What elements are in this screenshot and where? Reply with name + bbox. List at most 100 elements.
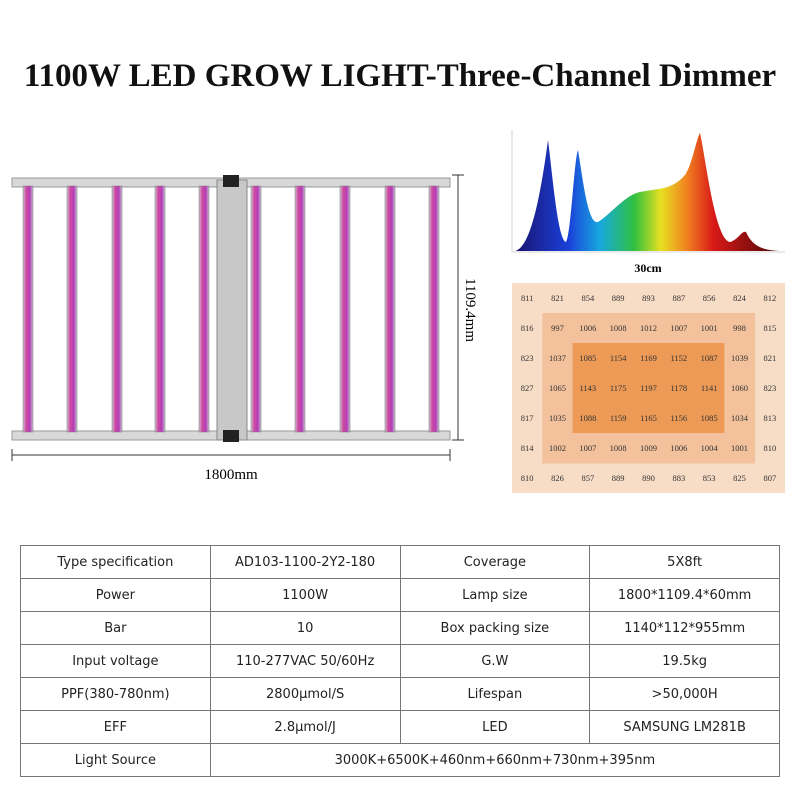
ppfd-cell: [694, 343, 725, 374]
ppfd-value: 1008: [610, 443, 627, 453]
ppfd-cell: [603, 433, 634, 464]
ppfd-value: 1009: [640, 443, 657, 453]
ppfd-cell: [572, 373, 604, 404]
ppfd-cell: [663, 343, 695, 374]
ppfd-cell: [572, 313, 604, 344]
table-cell: 19.5kg: [589, 644, 780, 678]
ppfd-cell: [542, 403, 574, 434]
table-cell: 2.8μmol/J: [209, 710, 401, 744]
ppfd-value: 889: [612, 293, 625, 303]
ppfd-value: 1165: [640, 413, 657, 423]
ppfd-value: 1156: [670, 413, 687, 423]
table-cell: 5X8ft: [589, 545, 780, 579]
ppfd-cell: [663, 403, 695, 434]
ppfd-cell: [542, 433, 574, 464]
ppfd-value: 1169: [640, 353, 657, 363]
table-row: EFF 2.8μmol/J LED SAMSUNG LM281B: [20, 710, 780, 744]
ppfd-value: 893: [642, 293, 655, 303]
ppfd-value: 853: [703, 473, 716, 483]
ppfd-value: 807: [763, 473, 776, 483]
ppfd-value: 1087: [701, 353, 718, 363]
ppfd-value: 813: [763, 413, 776, 423]
ppfd-value: 815: [763, 323, 776, 333]
ppfd-value: 1065: [549, 383, 566, 393]
ppfd-value: 856: [703, 293, 716, 303]
illustration: 1800mm 1109.4mm 30cm 811 821 854 889 893 887 8…: [11, 130, 785, 493]
spec-table: Type specification AD103-1100-2Y2-180 Cove…: [20, 545, 781, 777]
ppfd-cell: [663, 433, 695, 464]
table-cell: 1100W: [209, 578, 401, 612]
ppfd-value: 1007: [670, 323, 687, 333]
ppfd-spacing: 30cm: [634, 261, 661, 275]
ppfd-value: 1197: [640, 383, 657, 393]
table-row: Input voltage 110-277VAC 50/60Hz G.W 19.5kg: [20, 644, 780, 678]
table-cell: 110-277VAC 50/60Hz: [209, 644, 401, 678]
table-cell: LED: [399, 710, 591, 744]
ppfd-value: 1001: [731, 443, 748, 453]
ppfd-value: 998: [733, 323, 746, 333]
ppfd-value: 1006: [579, 323, 596, 333]
ppfd-value: 816: [521, 323, 534, 333]
ppfd-cell: [633, 373, 665, 404]
ppfd-value: 1002: [549, 443, 566, 453]
ppfd-cell: [724, 403, 756, 434]
table-cell: PPF(380-780nm): [20, 677, 211, 711]
table-row: Power 1100W Lamp size 1800*1109.4*60mm: [20, 578, 780, 612]
table-cell: Box packing size: [399, 611, 591, 645]
ppfd-value: 1175: [610, 383, 627, 393]
ppfd-value: 1088: [579, 413, 596, 423]
ppfd-value: 823: [521, 353, 534, 363]
ppfd-cell: [633, 313, 665, 344]
ppfd-value: 1085: [701, 413, 718, 423]
fixture: 1800mm 1109.4mm: [11, 174, 478, 483]
ppfd-value: 824: [733, 293, 747, 303]
ppfd-cell: [694, 313, 725, 344]
ppfd-value: 1037: [549, 353, 566, 363]
ppfd-value: 1034: [731, 413, 749, 423]
ppfd-value: 1001: [701, 323, 718, 333]
ppfd-value: 1060: [731, 383, 748, 393]
table-cell: >50,000H: [589, 677, 780, 711]
ppfd-value: 1008: [610, 323, 627, 333]
table-cell: Light Source: [20, 743, 211, 777]
ppfd-cell: [724, 343, 756, 374]
ppfd-value: 1039: [731, 353, 748, 363]
ppfd-value: 1004: [701, 443, 719, 453]
table-cell: Input voltage: [20, 644, 211, 678]
width-label: 1800mm: [204, 467, 258, 483]
ppfd-value: 826: [551, 473, 564, 483]
table-cell: Bar: [20, 611, 211, 645]
ppfd-cell: [572, 343, 604, 374]
height-label: 1109.4mm: [462, 278, 478, 342]
table-cell: 1140*112*955mm: [589, 611, 780, 645]
ppfd-cell: [724, 373, 756, 404]
ppfd-cell: [694, 373, 725, 404]
table-row: Type specification AD103-1100-2Y2-180 Cove…: [20, 545, 780, 579]
ppfd-cell: [603, 313, 634, 344]
ppfd-value: 811: [521, 293, 533, 303]
table-row: Bar 10 Box packing size 1140*112*955mm: [20, 611, 780, 645]
ppfd-value: 887: [672, 293, 685, 303]
table-cell: EFF: [20, 710, 211, 744]
ppfd-cell: [542, 313, 574, 344]
table-cell: Lamp size: [399, 578, 591, 612]
ppfd-cell: [603, 373, 634, 404]
ppfd-value: 817: [521, 413, 534, 423]
ppfd-value: 1159: [610, 413, 627, 423]
ppfd-value: 1154: [610, 353, 627, 363]
ppfd-value: 1178: [670, 383, 687, 393]
ppfd-value: 857: [581, 473, 594, 483]
ppfd-value: 890: [642, 473, 655, 483]
table-cell: 2800μmol/S: [209, 677, 401, 711]
ppfd-value: 1006: [670, 443, 687, 453]
ppfd-value: 814: [521, 443, 535, 453]
title: 1100W LED GROW LIGHT-Three-Channel Dimme…: [23, 58, 777, 94]
table-cell: Lifespan: [399, 677, 591, 711]
ppfd-cell: [663, 373, 695, 404]
ppfd-value: 1152: [670, 353, 687, 363]
ppfd-cell: [542, 343, 574, 374]
ppfd-value: 1035: [549, 413, 566, 423]
ppfd-value: 821: [551, 293, 564, 303]
ppfd-cell: [694, 403, 725, 434]
